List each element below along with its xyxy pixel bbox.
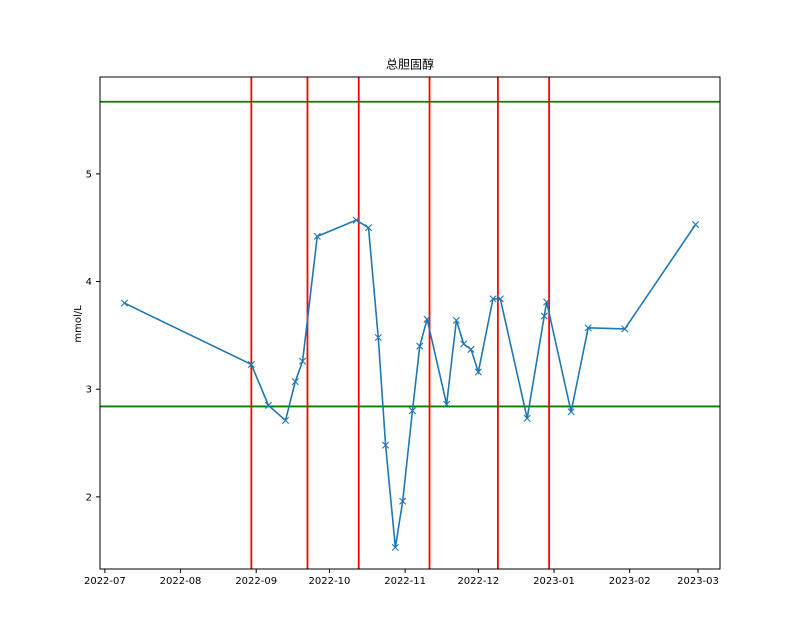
data-point-2 [264,401,273,409]
data-point-26 [567,408,575,416]
chart-title: 总胆固醇 [386,57,434,72]
data-point-11 [391,543,399,552]
data-point-13 [408,407,417,415]
data-point-6 [313,232,321,240]
data-point-27 [584,324,592,332]
x-tick-label-4: 2022-11 [384,576,426,587]
data-point-21 [489,295,497,303]
series-line [124,219,697,548]
data-point-23 [523,414,531,422]
data-point-4 [291,378,299,386]
data-point-28 [621,325,629,333]
data-point-24 [540,312,548,320]
data-point-9 [374,333,382,342]
x-tick-label-3: 2022-10 [309,576,351,587]
data-point-3 [281,416,290,425]
data-point-7 [352,216,360,224]
y-axis-label: mmol/L [73,305,84,343]
x-tick-label-5: 2022-12 [457,576,499,587]
data-point-22 [496,295,504,303]
data-point-20 [474,368,482,376]
x-tick-label-8: 2023-03 [677,576,719,587]
x-tick-label-0: 2022-07 [84,576,126,587]
data-point-17 [452,316,460,324]
plot-area: 2022-07 2022-08 2022-09 2022-10 2022-11 2022-… [84,76,721,587]
x-tick-label-7: 2023-02 [609,576,651,587]
x-tick-label-2: 2022-09 [235,576,277,587]
data-point-18 [460,340,468,348]
data-point-15 [423,315,431,323]
data-point-8 [364,224,373,232]
data-point-25 [543,298,551,306]
data-point-29 [692,220,700,229]
x-tick-label-6: 2023-01 [533,576,575,587]
data-point-1 [247,360,255,369]
data-point-10 [382,441,390,449]
data-point-12 [399,497,407,505]
data-point-16 [443,400,451,408]
data-point-5 [299,357,307,365]
data-point-0 [120,299,128,307]
y-tick-label-3: 5 [86,169,92,180]
data-point-14 [416,342,424,350]
y-tick-label-2: 4 [86,277,92,288]
y-tick-label-0: 2 [86,492,92,503]
data-point-19 [467,345,475,353]
axes-frame [99,76,721,570]
x-tick-label-1: 2022-08 [160,576,202,587]
y-tick-label-1: 3 [86,385,92,396]
